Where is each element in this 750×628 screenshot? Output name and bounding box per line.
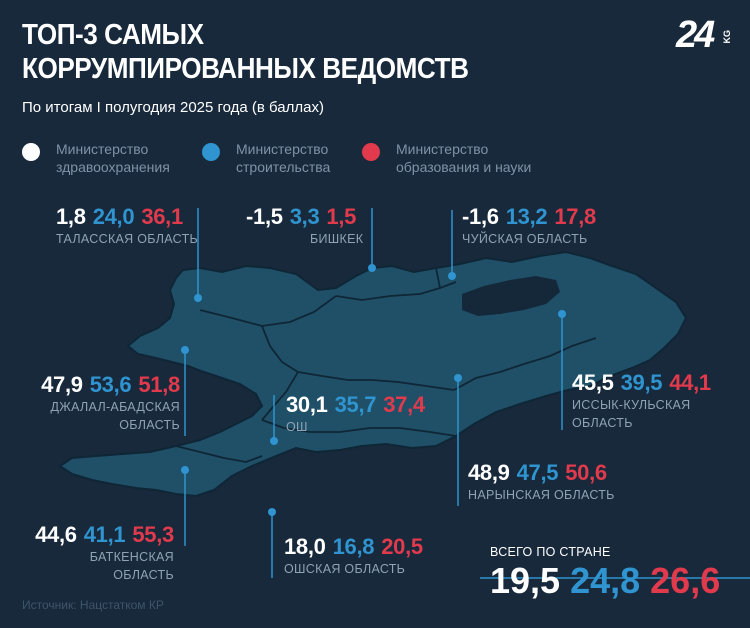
region-name: ЧУЙСКАЯ ОБЛАСТЬ xyxy=(462,232,588,246)
legend-item-education: Министерство образования и науки xyxy=(362,140,556,176)
region-values: 44,6 41,1 55,3 xyxy=(30,522,174,548)
source-note: Источник: Нацстатком КР xyxy=(22,598,164,612)
legend-label-construction: Министерство строительства xyxy=(236,141,331,175)
legend-item-construction: Министерство строительства xyxy=(202,140,356,176)
value-health: 1,8 xyxy=(56,204,86,229)
value-education: 36,1 xyxy=(141,204,183,229)
region-osh-oblast: 18,0 16,8 20,5 ОШСКАЯ ОБЛАСТЬ xyxy=(284,534,430,578)
region-batken: 44,6 41,1 55,3 БАТКЕНСКАЯ ОБЛАСТЬ xyxy=(30,522,174,584)
value-education: 37,4 xyxy=(383,392,425,417)
region-chui: -1,6 13,2 17,8 ЧУЙСКАЯ ОБЛАСТЬ xyxy=(462,204,603,248)
region-values: 48,9 47,5 50,6 xyxy=(468,460,615,486)
region-jalal-abad: 47,9 53,6 51,8 ДЖАЛАЛ-АБАДСКАЯ ОБЛАСТЬ xyxy=(30,372,180,434)
title-line-1: ТОП-3 САМЫХ xyxy=(22,19,204,51)
legend-dot-blue xyxy=(202,143,220,161)
value-construction: 13,2 xyxy=(505,204,548,229)
value-health: -1,5 xyxy=(246,204,283,229)
legend-label-health: Министерство здравоохранения xyxy=(56,141,170,175)
logo-suffix: KG xyxy=(722,30,732,44)
total-construction: 24,8 xyxy=(570,560,641,601)
value-health: 30,1 xyxy=(286,392,328,417)
region-name-line-1: ДЖАЛАЛ-АБАДСКАЯ xyxy=(50,400,180,414)
region-values: -1,6 13,2 17,8 xyxy=(462,204,603,230)
region-name-line-1: ИССЫК-КУЛЬСКАЯ xyxy=(572,398,691,412)
leader-lines xyxy=(184,208,750,579)
value-health: 48,9 xyxy=(468,460,510,485)
region-values: 47,9 53,6 51,8 xyxy=(30,372,180,398)
total-label: ВСЕГО ПО СТРАНЕ xyxy=(490,545,611,559)
region-borders xyxy=(175,267,597,463)
region-values: 1,8 24,0 36,1 xyxy=(56,204,198,230)
value-education: 55,3 xyxy=(132,522,174,547)
legend: Министерство здравоохранения Министерств… xyxy=(22,140,742,180)
value-construction: 16,8 xyxy=(332,534,375,559)
region-name: ТАЛАССКАЯ ОБЛАСТЬ xyxy=(56,232,199,246)
value-construction: 3,3 xyxy=(289,204,320,229)
region-values: 18,0 16,8 20,5 xyxy=(284,534,430,560)
total-values: 19,5 24,8 26,6 xyxy=(490,560,730,602)
leader-dots xyxy=(181,264,566,516)
region-bishkek: -1,5 3,3 1,5 БИШКЕК xyxy=(246,204,363,248)
value-education: 50,6 xyxy=(565,460,607,485)
page-title: ТОП-3 САМЫХ КОРРУМПИРОВАННЫХ ВЕДОМСТВ xyxy=(22,18,469,86)
value-health: 18,0 xyxy=(284,534,326,559)
region-name: НАРЫНСКАЯ ОБЛАСТЬ xyxy=(468,488,615,502)
region-name-line-2: ОБЛАСТЬ xyxy=(572,416,633,430)
value-education: 17,8 xyxy=(554,204,596,229)
value-health: -1,6 xyxy=(462,204,499,229)
value-education: 51,8 xyxy=(138,372,180,397)
value-construction: 35,7 xyxy=(334,392,377,417)
region-issyk-kul: 45,5 39,5 44,1 ИССЫК-КУЛЬСКАЯ ОБЛАСТЬ xyxy=(572,370,711,432)
logo-number: 24 xyxy=(676,14,715,56)
region-values: -1,5 3,3 1,5 xyxy=(246,204,363,230)
country-shape xyxy=(58,250,688,498)
value-education: 20,5 xyxy=(381,534,423,559)
legend-item-health: Министерство здравоохранения xyxy=(22,140,226,176)
value-construction: 53,6 xyxy=(89,372,132,397)
page-subtitle: По итогам I полугодия 2025 года (в балла… xyxy=(22,99,324,116)
value-construction: 47,5 xyxy=(516,460,559,485)
value-construction: 24,0 xyxy=(92,204,135,229)
value-education: 44,1 xyxy=(669,370,711,395)
legend-dot-white xyxy=(22,143,40,161)
total-education: 26,6 xyxy=(650,560,721,601)
region-name: ОШСКАЯ ОБЛАСТЬ xyxy=(284,562,406,576)
value-construction: 41,1 xyxy=(83,522,126,547)
title-line-2: КОРРУМПИРОВАННЫХ ВЕДОМСТВ xyxy=(22,53,469,85)
region-osh-city: 30,1 35,7 37,4 ОШ xyxy=(286,392,432,436)
value-construction: 39,5 xyxy=(620,370,663,395)
total-health: 19,5 xyxy=(490,560,561,601)
value-education: 1,5 xyxy=(326,204,357,229)
region-talas: 1,8 24,0 36,1 ТАЛАССКАЯ ОБЛАСТЬ xyxy=(56,204,198,248)
region-values: 45,5 39,5 44,1 xyxy=(572,370,711,396)
region-name-line-2: ОБЛАСТЬ xyxy=(119,418,180,432)
legend-label-education: Министерство образования и науки xyxy=(396,141,532,175)
region-naryn: 48,9 47,5 50,6 НАРЫНСКАЯ ОБЛАСТЬ xyxy=(468,460,615,504)
region-name: БАТКЕНСКАЯ ОБЛАСТЬ xyxy=(89,550,174,582)
region-values: 30,1 35,7 37,4 xyxy=(286,392,432,418)
legend-dot-red xyxy=(362,143,380,161)
issyk-kul-lake xyxy=(462,276,560,316)
brand-logo: 24 KG xyxy=(676,14,732,56)
region-name: БИШКЕК xyxy=(310,232,364,246)
value-health: 44,6 xyxy=(35,522,77,547)
value-health: 45,5 xyxy=(572,370,614,395)
region-name: ОШ xyxy=(286,420,308,434)
value-health: 47,9 xyxy=(41,372,83,397)
